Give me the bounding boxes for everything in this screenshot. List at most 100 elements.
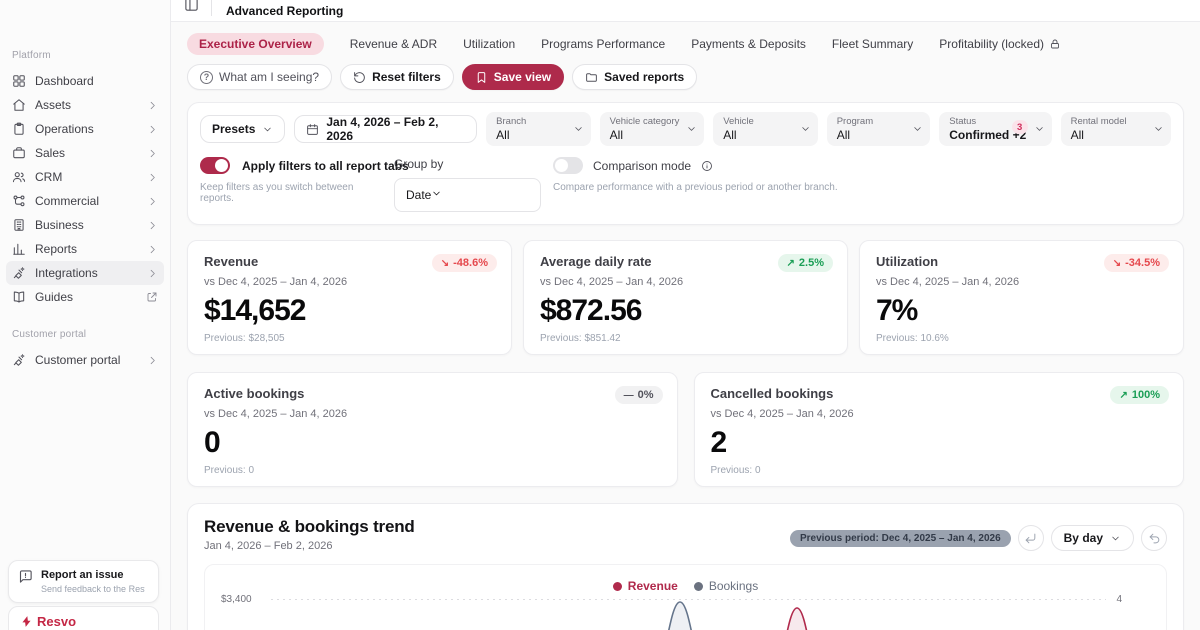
external-link-icon — [146, 291, 158, 303]
trend-value: 2.5% — [798, 257, 824, 269]
gridline-3400: $3,400 4 — [221, 594, 1122, 605]
sidebar-item-guides[interactable]: Guides — [6, 285, 164, 309]
report-issue-title: Report an issue — [41, 569, 124, 581]
filters-panel: Presets Jan 4, 2026 – Feb 2, 2026 Branch… — [187, 102, 1184, 225]
kpi-value: $872.56 — [540, 294, 642, 327]
chevron-right-icon — [147, 124, 158, 135]
trend-down-icon: ↘ — [440, 257, 450, 269]
apply-filters-toggle[interactable] — [200, 157, 230, 174]
sidebar: Platform Dashboard Assets Operations Sal… — [0, 0, 171, 630]
kpi-title: Revenue — [204, 254, 259, 269]
chevron-right-icon — [147, 355, 158, 366]
bookings-dot-icon — [693, 581, 703, 591]
sidebar-item-label: Guides — [35, 290, 74, 304]
sidebar-item-label: Reports — [35, 242, 78, 256]
granularity-dropdown[interactable]: By day — [1050, 525, 1134, 551]
tab-programs-performance[interactable]: Programs Performance — [541, 37, 666, 51]
trend-down-icon: ↘ — [1112, 257, 1122, 269]
program-select[interactable]: Program All — [826, 112, 931, 146]
panel-left-icon[interactable] — [184, 0, 199, 17]
kpi-compare: vs Dec 4, 2025 – Jan 4, 2026 — [710, 408, 854, 420]
book-icon — [12, 290, 26, 304]
undo-arrow-button[interactable] — [1141, 525, 1167, 551]
brand-card[interactable]: Resvo — [8, 606, 159, 630]
reset-filters-button[interactable]: Reset filters — [340, 64, 454, 90]
vehicle-category-select-label: Vehicle category — [609, 116, 680, 127]
report-issue-card[interactable]: Report an issue Send feedback to the Res… — [8, 560, 159, 603]
sidebar-item-reports[interactable]: Reports — [6, 237, 164, 261]
sidebar-item-sales[interactable]: Sales — [6, 141, 164, 165]
sidebar-item-operations[interactable]: Operations — [6, 117, 164, 141]
kpi-card-revenue: Revenue ↘ -48.6% vs Dec 4, 2025 – Jan 4, … — [187, 240, 512, 355]
sidebar-item-integrations[interactable]: Integrations — [6, 261, 164, 285]
date-range-button[interactable]: Jan 4, 2026 – Feb 2, 2026 — [294, 115, 478, 143]
question-circle-icon: ? — [200, 70, 213, 84]
branch-select[interactable]: Branch All — [486, 112, 591, 146]
bookmark-icon — [475, 71, 488, 84]
chart-title: Revenue & bookings trend — [204, 517, 415, 536]
trend-badge: ↗ 100% — [1110, 386, 1169, 404]
legend-bookings-label: Bookings — [708, 579, 759, 593]
kpi-card-cancelled-bookings: Cancelled bookings ↗ 100% vs Dec 4, 2025 … — [693, 372, 1184, 487]
kpi-title: Cancelled bookings — [710, 386, 834, 401]
folder-icon — [585, 71, 598, 84]
kpi-title: Utilization — [876, 254, 939, 269]
kpi-compare: vs Dec 4, 2025 – Jan 4, 2026 — [876, 276, 1020, 288]
chevron-right-icon — [147, 100, 158, 111]
tab-profitability-locked[interactable]: Profitability (locked) — [939, 37, 1061, 51]
chevron-right-icon — [147, 148, 158, 159]
kpi-title: Average daily rate — [540, 254, 652, 269]
toolbar: ? What am I seeing? Reset filters Save v… — [171, 64, 1200, 90]
kpi-value: $14,652 — [204, 294, 306, 327]
sidebar-item-label: Assets — [35, 98, 72, 112]
reset-filters-label: Reset filters — [372, 70, 441, 84]
sidebar-item-customer-portal[interactable]: Customer portal — [6, 348, 164, 372]
sidebar-item-assets[interactable]: Assets — [6, 93, 164, 117]
info-circle-icon[interactable] — [701, 160, 713, 172]
sidebar-item-commercial[interactable]: Commercial — [6, 189, 164, 213]
chevron-right-icon — [147, 172, 158, 183]
vehicle-select[interactable]: Vehicle All — [713, 112, 818, 146]
corner-down-left-arrow-button[interactable] — [1017, 525, 1044, 551]
comparison-mode-toggle[interactable] — [553, 157, 583, 174]
group-by-select[interactable]: Date — [394, 178, 541, 212]
status-select[interactable]: Status Confirmed +2 3 — [939, 112, 1052, 146]
sidebar-item-dashboard[interactable]: Dashboard — [6, 69, 164, 93]
status-select-value: Confirmed +2 — [949, 128, 1027, 142]
bookings-peak-curve — [668, 601, 692, 630]
program-select-label: Program — [836, 116, 874, 127]
save-view-button[interactable]: Save view — [461, 64, 565, 90]
tab-fleet-summary[interactable]: Fleet Summary — [831, 37, 914, 51]
date-range-label: Jan 4, 2026 – Feb 2, 2026 — [326, 115, 439, 143]
kpi-previous: Previous: 10.6% — [876, 333, 949, 344]
legend-revenue[interactable]: Revenue — [612, 579, 678, 593]
tab-utilization[interactable]: Utilization — [463, 37, 516, 51]
main-area: Advanced Reporting Executive Overview Re… — [171, 0, 1200, 630]
sidebar-item-business[interactable]: Business — [6, 213, 164, 237]
vehicle-select-value: All — [723, 128, 737, 142]
kpi-compare: vs Dec 4, 2025 – Jan 4, 2026 — [540, 276, 684, 288]
sidebar-item-label: Commercial — [35, 194, 100, 208]
tab-payments-deposits[interactable]: Payments & Deposits — [691, 37, 806, 51]
sidebar-item-label: Business — [35, 218, 84, 232]
chevron-right-icon — [147, 220, 158, 231]
sidebar-item-crm[interactable]: CRM — [6, 165, 164, 189]
sidebar-item-label: Operations — [35, 122, 94, 136]
tab-profitability-label: Profitability (locked) — [939, 37, 1044, 51]
presets-dropdown[interactable]: Presets — [200, 115, 286, 143]
kpi-previous: Previous: 0 — [204, 465, 255, 476]
what-am-i-seeing-button[interactable]: ? What am I seeing? — [187, 64, 333, 90]
saved-reports-button[interactable]: Saved reports — [572, 64, 698, 90]
rental-model-select[interactable]: Rental model All — [1060, 112, 1171, 146]
top-header: Advanced Reporting — [171, 0, 1200, 22]
dotted-gridline — [271, 599, 1107, 600]
tab-executive-overview[interactable]: Executive Overview — [187, 33, 324, 55]
legend-bookings[interactable]: Bookings — [693, 579, 759, 593]
page-title: Advanced Reporting — [226, 3, 344, 18]
trend-badge: ↗ 2.5% — [777, 254, 833, 272]
trend-up-icon: ↗ — [1119, 389, 1128, 401]
vehicle-category-select[interactable]: Vehicle category All — [599, 112, 705, 146]
tab-revenue-adr[interactable]: Revenue & ADR — [349, 37, 438, 51]
kpi-value: 2 — [710, 426, 728, 459]
users-icon — [12, 170, 26, 184]
